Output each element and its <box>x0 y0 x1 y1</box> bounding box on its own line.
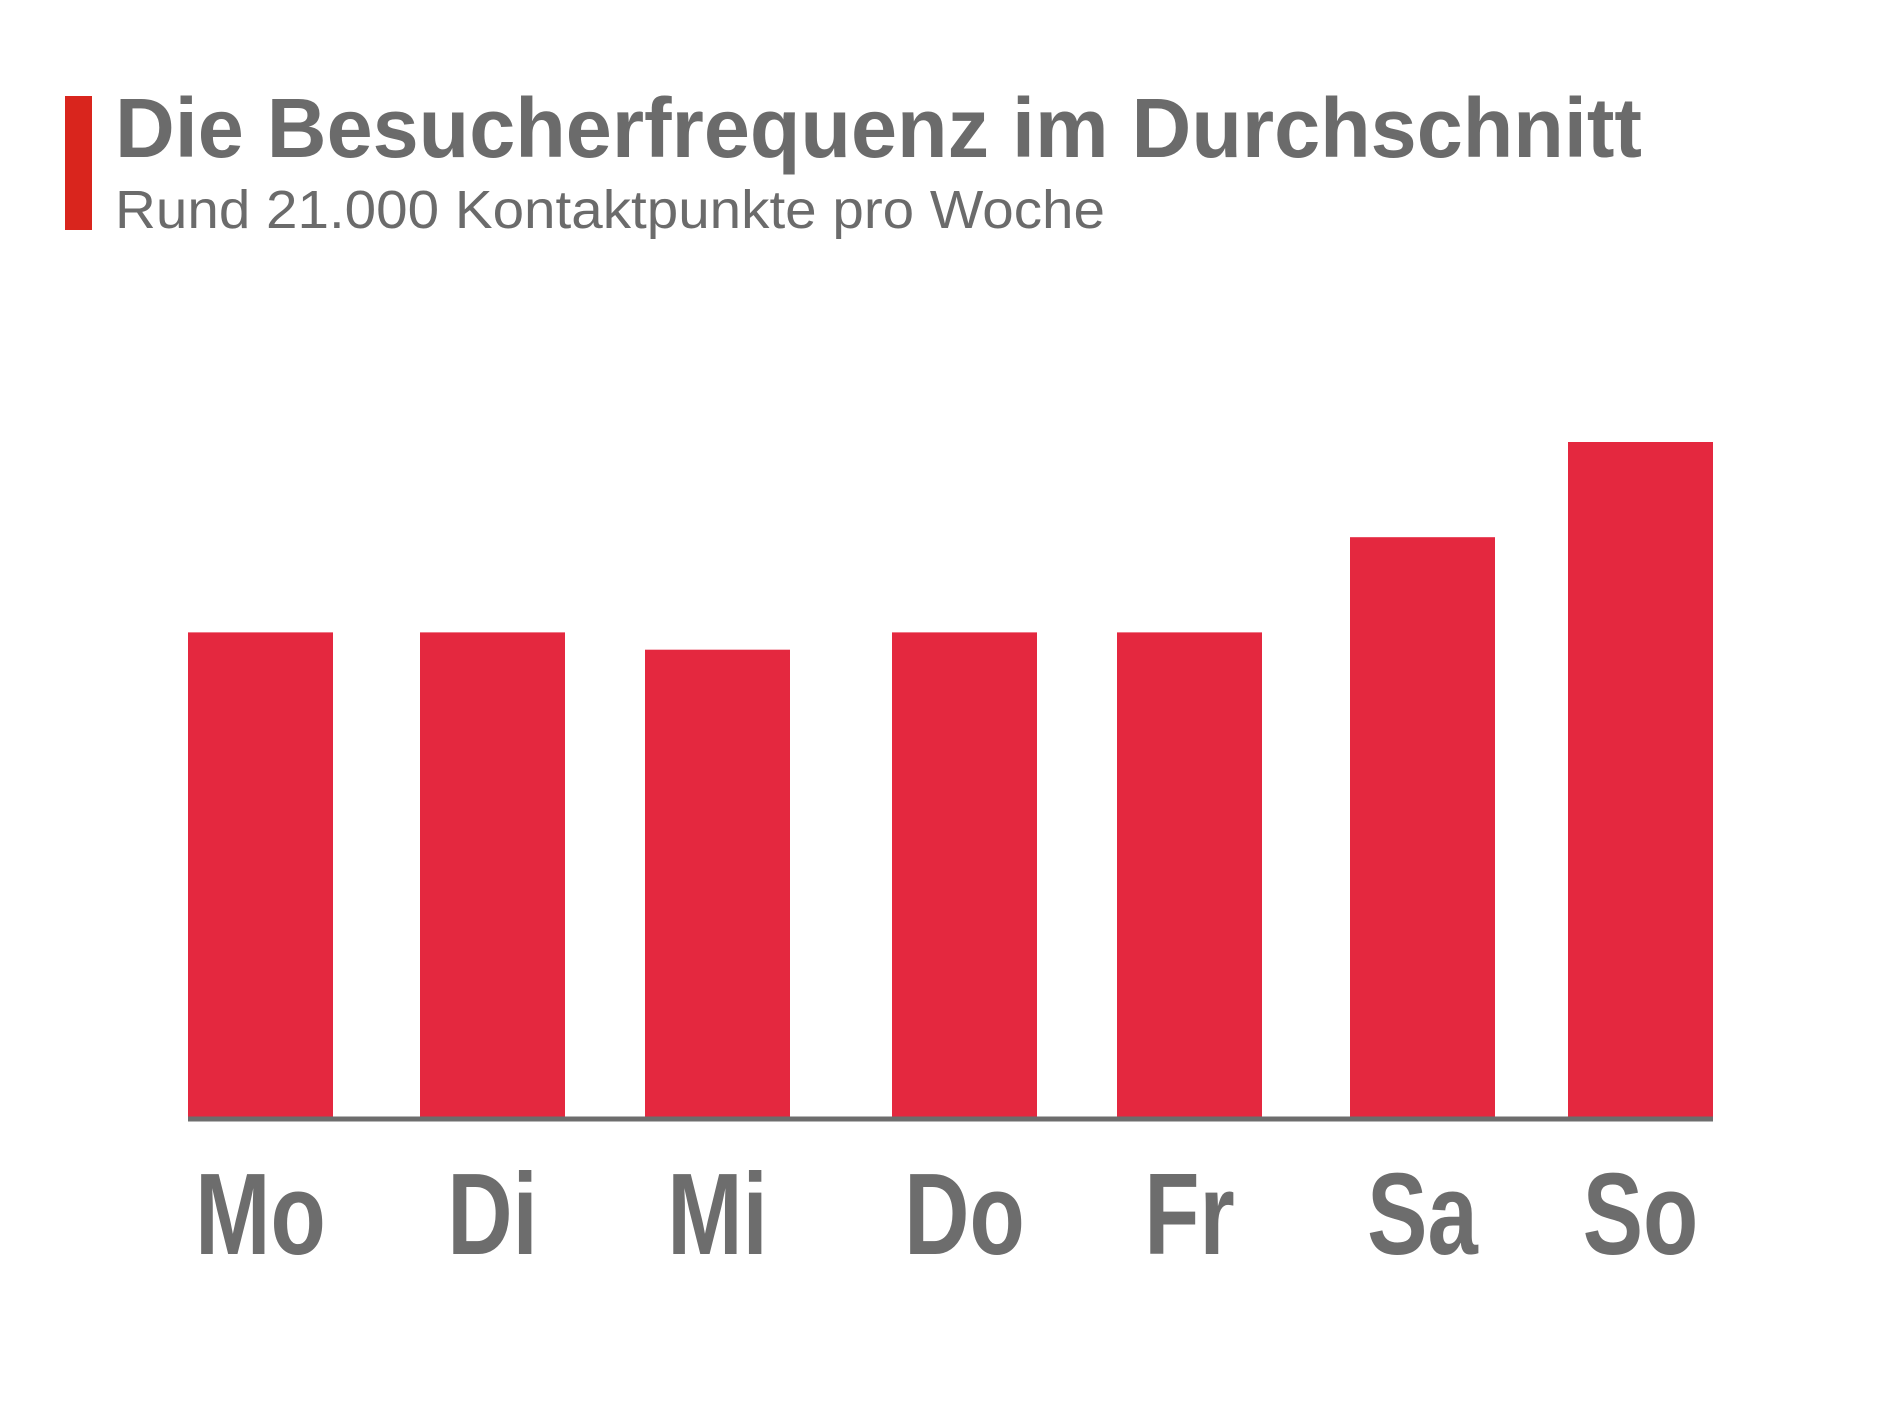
title-accent-bar <box>65 96 92 230</box>
bar-mi <box>645 649 790 1117</box>
bar-fr <box>1117 632 1262 1117</box>
x-tick-label-do: Do <box>904 1150 1025 1279</box>
bar-sa <box>1350 537 1495 1117</box>
chart-subtitle: Rund 21.000 Kontaktpunkte pro Woche <box>115 180 1105 240</box>
x-tick-label-mi: Mi <box>667 1150 768 1279</box>
bars-group <box>188 442 1713 1117</box>
x-tick-label-so: So <box>1583 1150 1699 1279</box>
x-tick-label-mo: Mo <box>195 1150 326 1279</box>
x-tick-label-di: Di <box>447 1150 537 1279</box>
x-tick-label-sa: Sa <box>1367 1150 1479 1279</box>
bar-so <box>1568 442 1713 1117</box>
x-tick-label-fr: Fr <box>1144 1150 1234 1279</box>
chart-title: Die Besucherfrequenz im Durchschnitt <box>115 81 1642 175</box>
bar-do <box>892 632 1037 1117</box>
x-tick-labels: Mo Di Mi Do Fr Sa So <box>195 1150 1698 1279</box>
bar-mo <box>188 632 333 1117</box>
bar-di <box>420 632 565 1117</box>
